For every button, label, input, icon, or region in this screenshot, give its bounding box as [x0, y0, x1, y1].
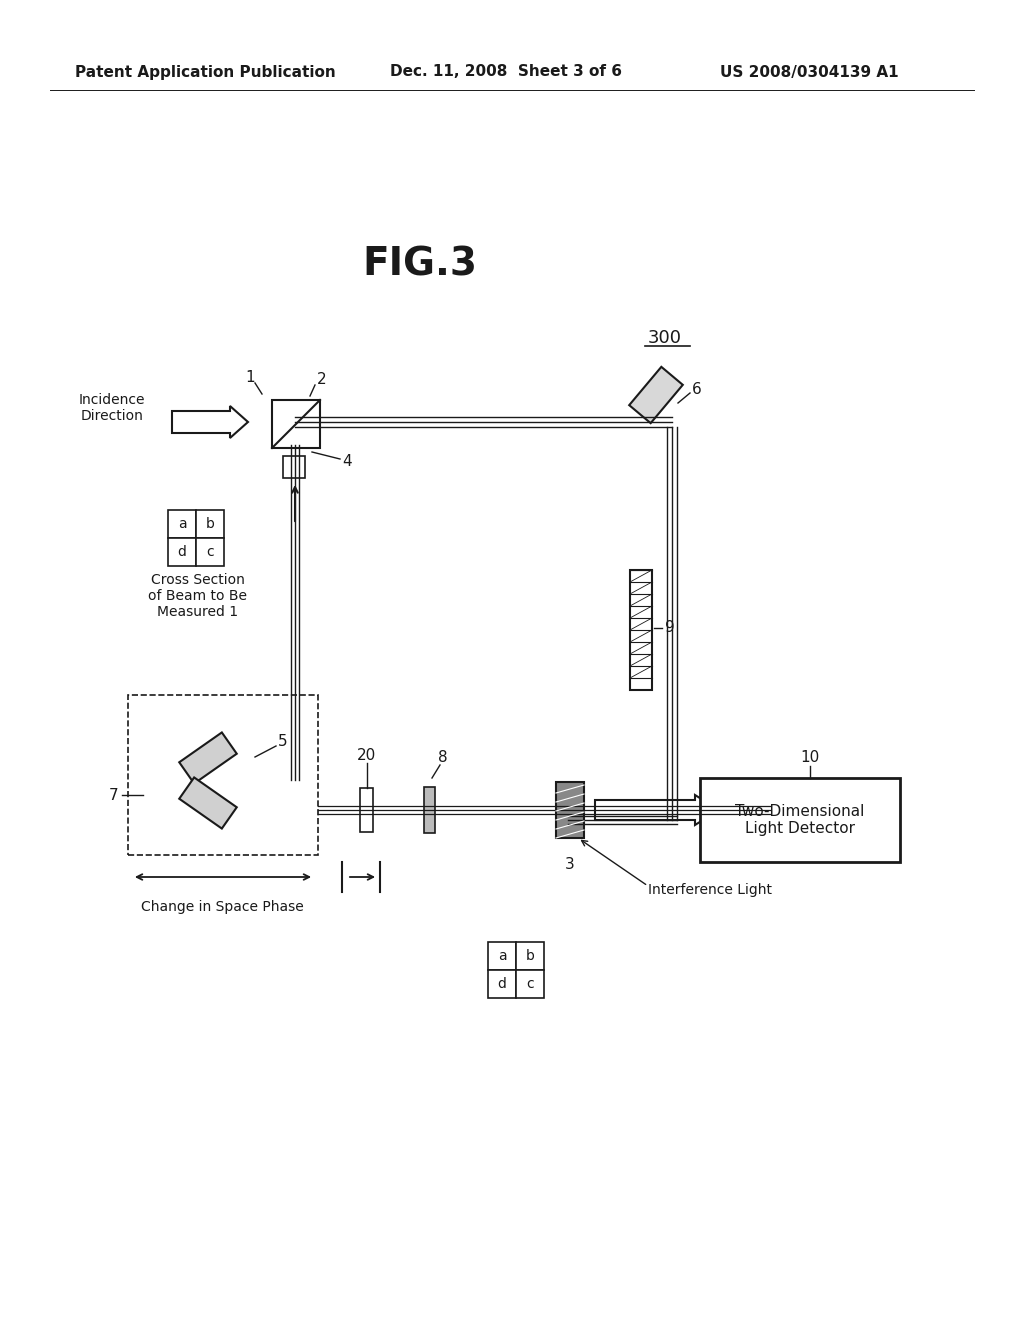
Text: d: d [498, 977, 507, 991]
Bar [700, 777, 900, 862]
Bar [168, 539, 196, 566]
Text: Cross Section
of Beam to Be
Measured 1: Cross Section of Beam to Be Measured 1 [148, 573, 248, 619]
Text: b: b [525, 949, 535, 964]
Polygon shape [179, 733, 237, 784]
Text: c: c [526, 977, 534, 991]
Text: 10: 10 [801, 751, 819, 766]
FancyArrow shape [172, 407, 248, 438]
Text: 5: 5 [278, 734, 288, 750]
Text: Change in Space Phase: Change in Space Phase [140, 900, 303, 913]
Bar [168, 510, 196, 539]
Text: 8: 8 [438, 751, 447, 766]
Bar [196, 539, 224, 566]
Text: FIG.3: FIG.3 [362, 246, 477, 284]
Text: Incidence
Direction: Incidence Direction [79, 393, 145, 424]
Bar [424, 787, 435, 833]
Text: 2: 2 [317, 372, 327, 388]
Text: a: a [498, 949, 506, 964]
Text: Dec. 11, 2008  Sheet 3 of 6: Dec. 11, 2008 Sheet 3 of 6 [390, 65, 622, 79]
Text: 9: 9 [665, 620, 675, 635]
Text: d: d [177, 545, 186, 558]
FancyArrow shape [595, 795, 719, 825]
Text: 6: 6 [692, 383, 701, 397]
Text: 300: 300 [648, 329, 682, 347]
Text: Two-Dimensional
Light Detector: Two-Dimensional Light Detector [735, 804, 864, 836]
Bar [556, 781, 584, 838]
Text: 20: 20 [357, 748, 377, 763]
Polygon shape [629, 367, 683, 424]
Bar [488, 970, 516, 998]
Bar [488, 942, 516, 970]
Bar [272, 400, 319, 447]
Bar [516, 942, 544, 970]
Bar [360, 788, 373, 832]
Text: 4: 4 [342, 454, 351, 470]
Text: US 2008/0304139 A1: US 2008/0304139 A1 [720, 65, 899, 79]
Text: a: a [178, 517, 186, 531]
Bar [630, 570, 652, 690]
Text: Patent Application Publication: Patent Application Publication [75, 65, 336, 79]
Text: 1: 1 [245, 370, 255, 384]
Text: c: c [206, 545, 214, 558]
Bar [516, 970, 544, 998]
Text: 7: 7 [109, 788, 118, 803]
Text: Interference Light: Interference Light [648, 883, 772, 898]
Bar [196, 510, 224, 539]
Bar [128, 696, 318, 855]
Bar [283, 455, 305, 478]
Text: 3: 3 [565, 857, 574, 873]
Text: b: b [206, 517, 214, 531]
Polygon shape [179, 777, 237, 829]
